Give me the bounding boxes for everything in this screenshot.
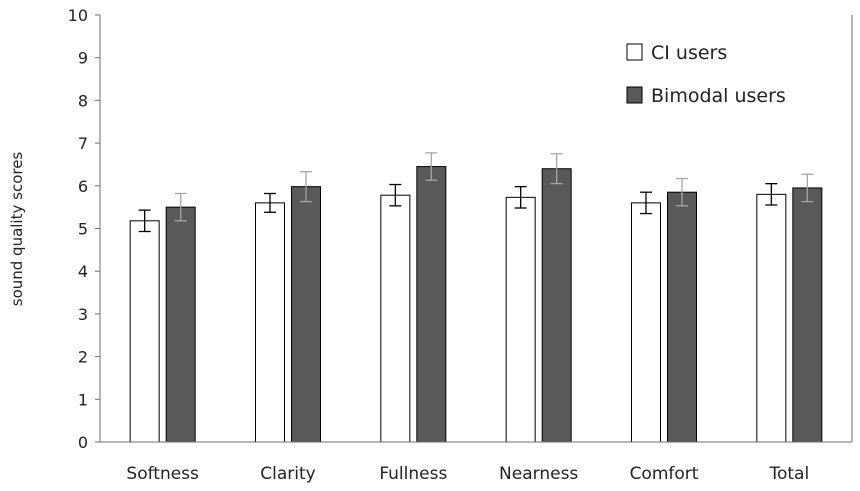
bar-ci-users	[255, 202, 285, 443]
y-tick-label: 2	[78, 348, 88, 367]
bars	[129, 166, 823, 443]
y-tick-label: 1	[78, 390, 88, 409]
y-tick-label: 4	[78, 262, 88, 281]
legend-label: Bimodal users	[651, 85, 786, 107]
bar-ci-users	[756, 193, 787, 443]
bar-bimodal-users	[291, 186, 321, 443]
y-tick-label: 6	[78, 177, 88, 196]
legend-label: CI users	[651, 42, 727, 64]
legend: CI users Bimodal users	[626, 42, 786, 107]
bar-ci-users	[505, 196, 536, 443]
bar-ci-users	[380, 194, 411, 443]
legend-swatch	[626, 43, 643, 61]
y-tick-label: 10	[68, 6, 88, 25]
y-axis-ticks: 0 1 2 3 4 5 6 7 8 9 10	[68, 6, 100, 452]
y-tick-label: 9	[78, 49, 88, 68]
x-tick-label: Nearness	[499, 464, 578, 484]
x-tick-label: Comfort	[630, 464, 699, 484]
bar-bimodal-users	[416, 166, 447, 443]
legend-swatch	[626, 86, 643, 104]
y-tick-label: 7	[78, 134, 88, 153]
x-tick-label: Fullness	[379, 464, 447, 484]
x-axis-labels: Softness Clarity Fullness Nearness Comfort To…	[126, 464, 809, 484]
error-bars	[138, 152, 814, 233]
x-tick-label: Clarity	[260, 464, 315, 484]
x-tick-label: Total	[768, 464, 809, 484]
bar-bimodal-users	[667, 191, 697, 443]
bar-ci-users	[631, 202, 661, 443]
bar-bimodal-users	[165, 206, 196, 443]
y-tick-label: 0	[78, 433, 88, 452]
y-axis-label: sound quality scores	[8, 152, 26, 307]
x-tick-label: Softness	[126, 464, 199, 484]
y-tick-label: 8	[78, 91, 88, 110]
bar-bimodal-users	[792, 187, 823, 443]
axes	[99, 15, 853, 443]
y-tick-label: 5	[78, 220, 88, 239]
y-tick-label: 3	[78, 305, 88, 324]
bar-bimodal-users	[541, 168, 572, 443]
bar-ci-users	[129, 220, 160, 443]
